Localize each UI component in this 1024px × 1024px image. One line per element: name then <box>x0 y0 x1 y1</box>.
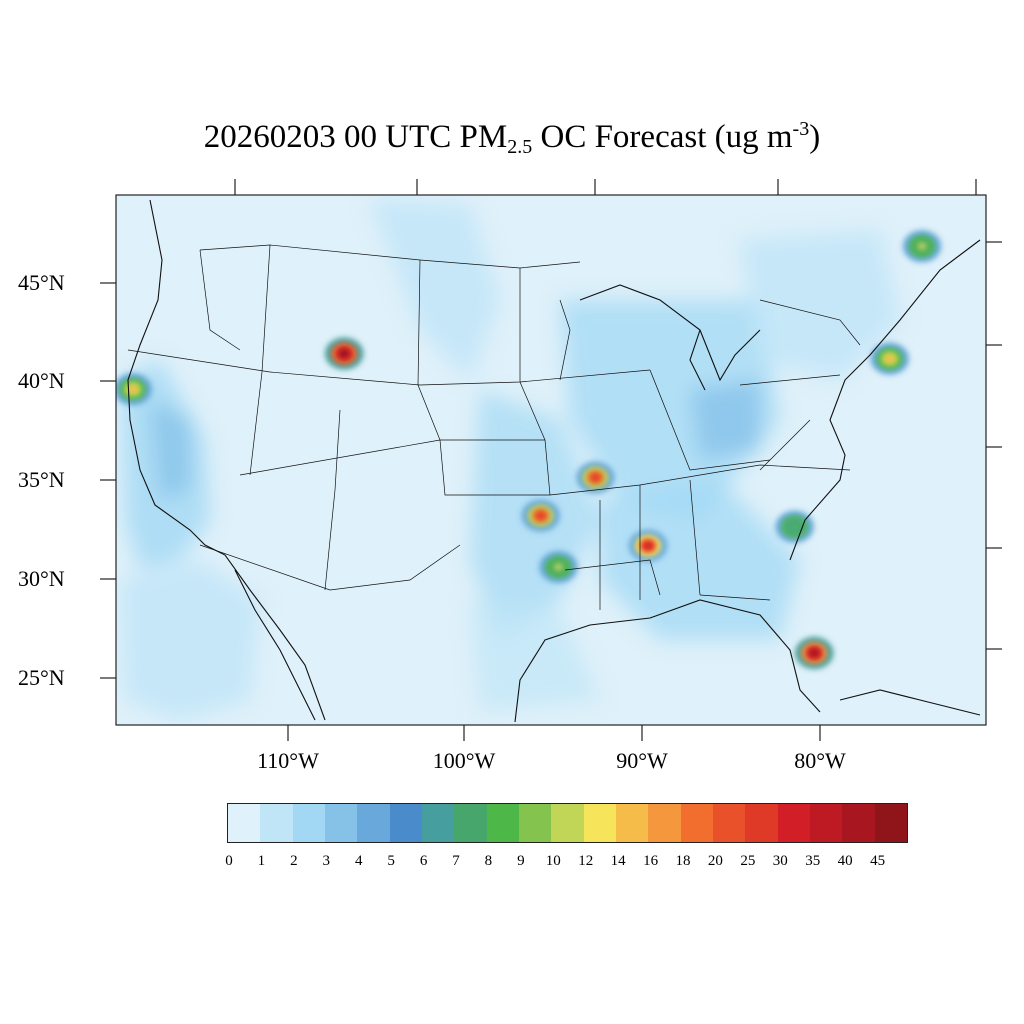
lat-label-40: 40°N <box>18 368 65 393</box>
colorbar <box>227 803 908 843</box>
title-superscript: -3 <box>792 118 810 140</box>
colorbar-label-12: 14 <box>610 853 626 869</box>
hotspot-georgia-coast <box>775 510 814 543</box>
colorbar-label-18: 35 <box>805 853 821 869</box>
title-middle: OC Forecast (ug m <box>532 119 793 155</box>
colorbar-swatch-12 <box>615 804 649 842</box>
colorbar-swatch-11 <box>583 804 616 842</box>
colorbar-swatch-5 <box>389 804 422 842</box>
lon-label-100: 100°W <box>432 748 496 773</box>
colorbar-label-11: 12 <box>578 853 594 869</box>
colorbar-label-16: 25 <box>740 853 756 869</box>
colorbar-swatch-18 <box>809 804 843 842</box>
title-suffix: ) <box>809 119 821 155</box>
colorbar-label-6: 6 <box>419 853 428 869</box>
colorbar-swatch-4 <box>357 804 390 842</box>
lon-label-110: 110°W <box>257 748 319 773</box>
colorbar-label-9: 9 <box>517 853 525 869</box>
colorbar-swatch-3 <box>324 804 358 842</box>
colorbar-swatch-1 <box>260 804 293 842</box>
colorbar-label-7: 7 <box>452 853 460 869</box>
colorbar-label-8: 8 <box>484 853 493 869</box>
hotspot-arkansas <box>576 461 615 494</box>
lat-label-35: 35°N <box>18 467 65 492</box>
hotspot-new-jersey <box>870 342 909 375</box>
colorbar-swatch-17 <box>777 804 810 842</box>
colorbar-swatch-19 <box>842 804 875 842</box>
lat-label-30: 30°N <box>18 566 65 591</box>
map-title: 20260203 00 UTC PM2.5 OC Forecast (ug m-… <box>0 118 1024 159</box>
colorbar-label-10: 10 <box>545 853 561 869</box>
hotspot-east-texas <box>521 499 560 532</box>
map-frame <box>115 194 987 726</box>
colorbar-label-4: 4 <box>354 853 363 869</box>
colorbar-swatch-14 <box>680 804 713 842</box>
title-subscript: 2.5 <box>507 136 533 158</box>
colorbar-swatch-15 <box>712 804 746 842</box>
colorbar-swatch-6 <box>421 804 455 842</box>
hotspot-layer <box>60 230 942 670</box>
state-boundaries <box>127 244 861 610</box>
colorbar-label-17: 30 <box>772 853 788 869</box>
colorbar-label-5: 5 <box>387 853 395 869</box>
colorbar-label-0: 0 <box>225 853 233 869</box>
graticule-ticks <box>100 179 1002 741</box>
colorbar-swatch-9 <box>518 804 552 842</box>
lon-label-90: 90°W <box>616 748 668 773</box>
colorbar-swatch-10 <box>551 804 584 842</box>
lat-label-25: 25°N <box>18 665 65 690</box>
colorbar-label-3: 3 <box>322 853 331 869</box>
colorbar-swatch-13 <box>648 804 681 842</box>
colorbar-swatch-0 <box>228 804 261 842</box>
colorbar-swatch-2 <box>292 804 325 842</box>
hotspot-maine <box>902 230 942 263</box>
title-prefix: 20260203 00 UTC PM <box>203 119 508 155</box>
colorbar-label-2: 2 <box>290 853 298 869</box>
colorbar-label-13: 16 <box>643 853 659 869</box>
hotspot-wyoming-plume <box>324 337 364 370</box>
colorbar-label-1: 1 <box>257 853 266 869</box>
colorbar-label-15: 20 <box>707 853 723 869</box>
hotspot-south-florida <box>795 637 834 670</box>
hotspot-sierra-nevada <box>116 373 153 406</box>
colorbar-swatch-16 <box>745 804 778 842</box>
colorbar-swatch-8 <box>486 804 519 842</box>
lon-label-80: 80°W <box>794 748 846 773</box>
colorbar-label-19: 40 <box>837 853 853 869</box>
colorbar-swatch-7 <box>454 804 487 842</box>
lat-label-45: 45°N <box>18 270 65 295</box>
coastlines <box>127 199 981 723</box>
hotspot-northern-california <box>60 332 98 364</box>
colorbar-label-20: 45 <box>870 853 886 869</box>
colorbar-label-14: 18 <box>675 853 691 869</box>
hotspot-louisiana <box>539 551 578 584</box>
colorbar-swatch-20 <box>874 804 907 842</box>
hotspot-mississippi <box>628 529 668 562</box>
